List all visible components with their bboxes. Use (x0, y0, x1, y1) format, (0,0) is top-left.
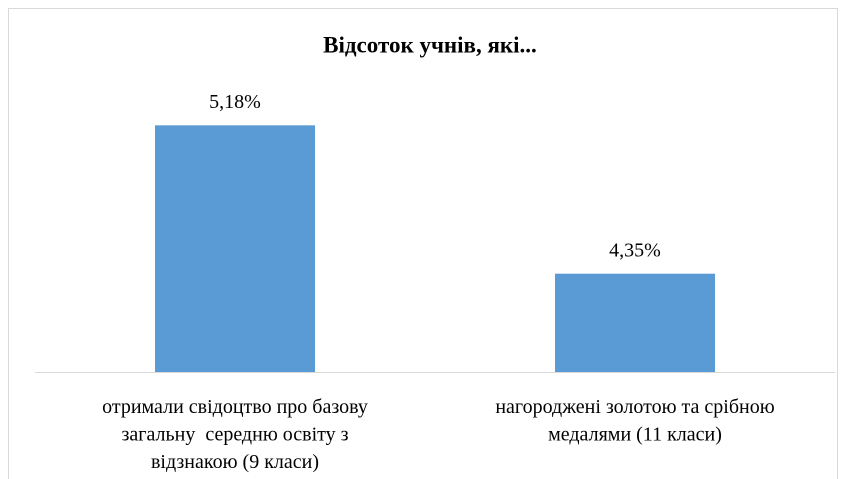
bar (555, 273, 715, 372)
data-label: 5,18% (209, 91, 261, 113)
chart-frame (8, 8, 838, 479)
bar (155, 125, 315, 372)
x-tick-label: нагороджені золотою та срібною медалями (… (495, 396, 774, 446)
chart-title: Відсоток учнів, які... (323, 32, 537, 57)
data-label: 4,35% (609, 239, 661, 261)
x-tick-label: отримали свідоцтво про базову загальну се… (102, 396, 368, 473)
